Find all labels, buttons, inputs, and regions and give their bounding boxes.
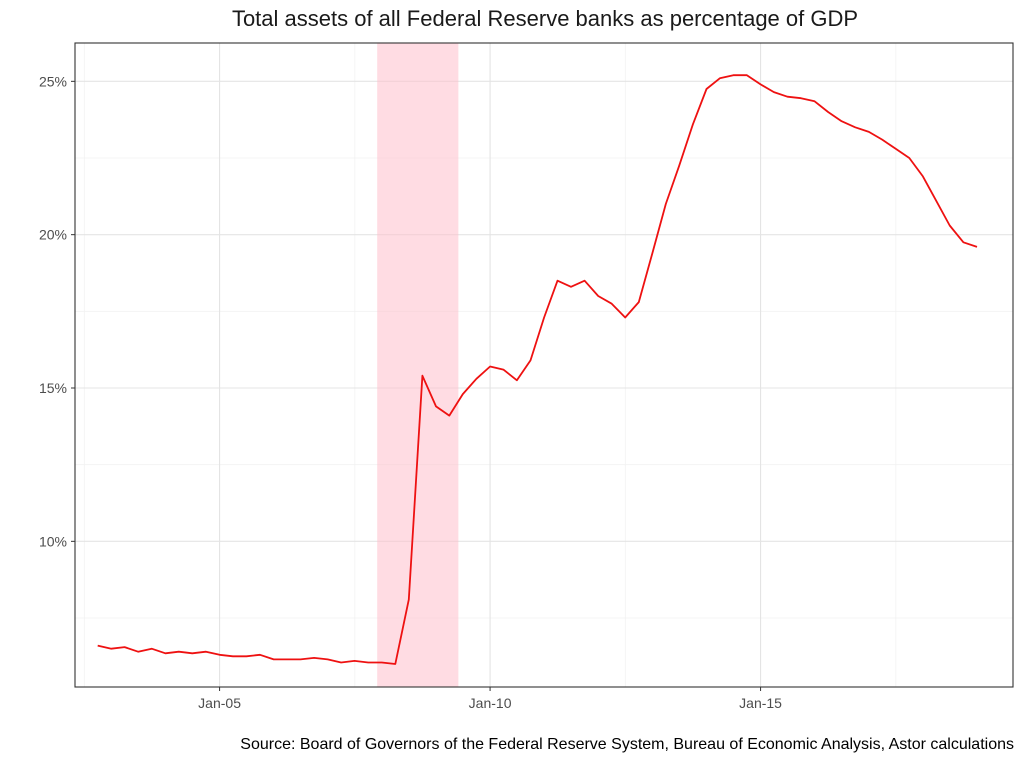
x-tick-label: Jan-15: [739, 695, 782, 711]
y-tick-label: 15%: [39, 380, 67, 396]
source-note: Source: Board of Governors of the Federa…: [240, 736, 1014, 753]
x-tick-label: Jan-10: [469, 695, 512, 711]
chart-title: Total assets of all Federal Reserve bank…: [231, 6, 859, 31]
series-line: [97, 74, 978, 665]
x-tick-label: Jan-05: [198, 695, 241, 711]
recession-band: [377, 43, 459, 687]
y-axis: 10% 15% 20% 25%: [39, 73, 75, 549]
plot-border: [74, 42, 1014, 688]
y-tick-label: 10%: [39, 533, 67, 549]
x-axis: Jan-05 Jan-10 Jan-15: [198, 687, 782, 711]
plot-background: [75, 43, 1013, 687]
y-tick-label: 25%: [39, 73, 67, 89]
y-tick-label: 20%: [39, 227, 67, 243]
major-gridlines: [75, 43, 1013, 687]
minor-gridlines: [75, 43, 1013, 687]
